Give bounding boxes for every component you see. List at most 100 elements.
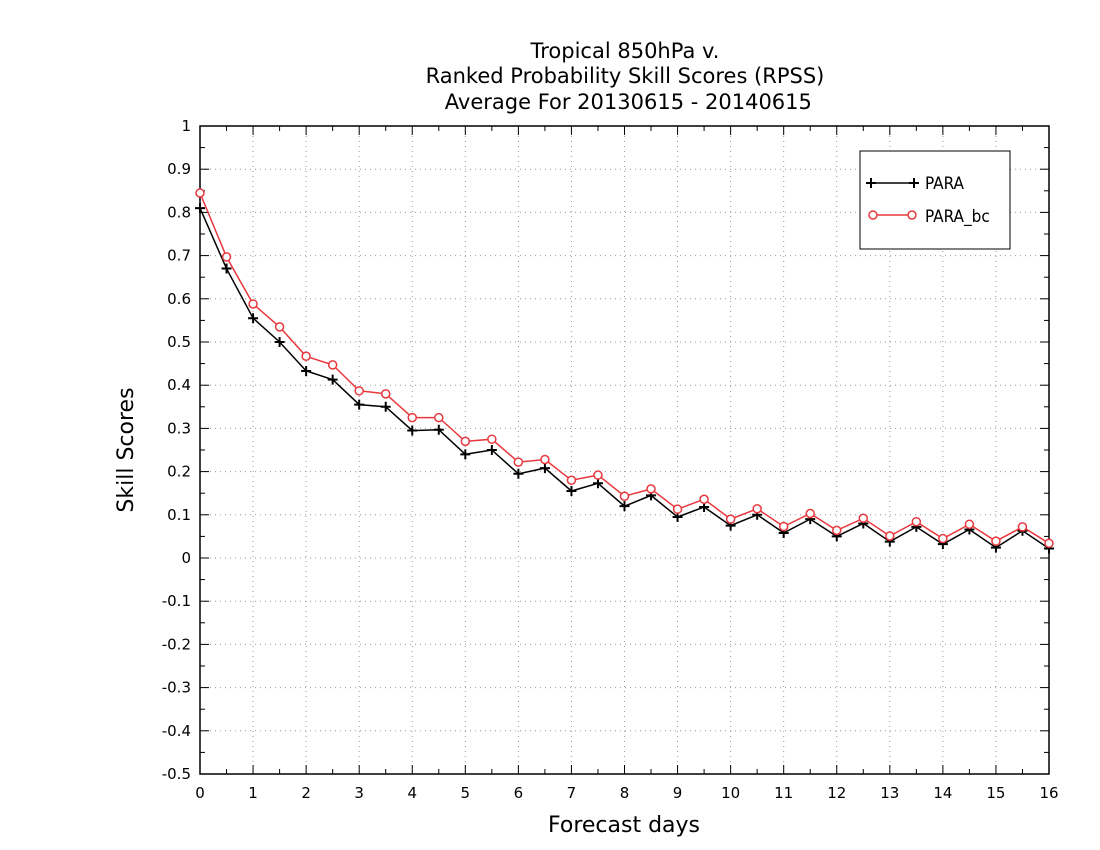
point-para-bc-13 [540, 454, 550, 465]
point-para-bc-19 [699, 494, 709, 504]
y-tick-label-0: -0.5 [162, 765, 191, 783]
point-para-15 [592, 478, 603, 489]
y-axis-label: Skill Scores [114, 387, 139, 512]
x-tick-label-14: 14 [933, 784, 952, 802]
y-tick-label-5: 0 [181, 549, 191, 567]
point-para-8 [407, 425, 418, 436]
point-para-bc-28 [938, 533, 948, 544]
legend-marker-para-bc-right [907, 210, 917, 220]
y-tick-label-6: 0.1 [167, 506, 191, 524]
x-tick-label-8: 8 [620, 784, 630, 802]
y-tick-label-7: 0.2 [167, 463, 191, 481]
point-para-bc-32 [1044, 538, 1054, 549]
chart-title: Tropical 850hPa v. Ranked Probability Sk… [426, 39, 825, 114]
point-para-bc-12 [513, 457, 524, 467]
point-para-11 [486, 445, 497, 455]
point-para-bc-23 [805, 508, 815, 519]
x-tick-label-1: 1 [248, 784, 258, 802]
y-tick-label-8: 0.3 [167, 419, 191, 437]
point-para-1 [221, 263, 232, 274]
point-para-bc-0 [195, 188, 205, 198]
x-tick-label-3: 3 [354, 784, 364, 802]
point-para-bc-3 [274, 322, 285, 332]
point-para-13 [539, 463, 550, 474]
x-tick-label-13: 13 [880, 784, 899, 802]
point-para-16 [619, 501, 630, 512]
title-line-2: Ranked Probability Skill Scores (RPSS) [426, 64, 825, 88]
x-tick-label-7: 7 [567, 784, 577, 802]
axis-ticks: 0 1 2 3 4 5 6 7 8 9 10 11 12 13 14 15 16-0.5-0.4-0.3-0.2… [162, 117, 1059, 802]
y-tick-label-4: -0.1 [162, 592, 191, 610]
title-line-3: Average For 20130615 - 20140615 [438, 90, 812, 114]
y-tick-label-2: -0.3 [162, 679, 191, 697]
point-para-bc-30 [991, 536, 1001, 546]
point-para-4 [301, 365, 312, 376]
legend-marker-para-bc-left [868, 210, 878, 220]
point-para-3 [274, 337, 285, 347]
grid-lines [200, 126, 1049, 774]
point-para-bc-1 [221, 252, 232, 262]
point-para-bc-17 [646, 484, 656, 494]
y-tick-label-9: 0.4 [167, 376, 191, 394]
legend-label-para-bc: PARA_bc [925, 207, 990, 227]
point-para-bc-4 [301, 351, 311, 362]
x-tick-label-4: 4 [407, 784, 417, 802]
x-tick-label-10: 10 [721, 784, 740, 802]
point-para-bc-22 [778, 521, 789, 532]
x-tick-label-9: 9 [673, 784, 683, 802]
point-para-bc-21 [752, 504, 762, 514]
x-tick-label-15: 15 [986, 784, 1005, 802]
x-tick-label-0: 0 [195, 784, 205, 802]
point-para-bc-14 [566, 475, 577, 485]
title-line-1: Tropical 850hPa v. [530, 39, 720, 63]
y-tick-label-11: 0.6 [167, 290, 191, 308]
legend-marker-para [866, 178, 919, 188]
x-tick-label-5: 5 [461, 784, 471, 802]
point-para-bc-11 [487, 434, 497, 444]
point-para-bc-31 [1017, 522, 1028, 532]
legend: PARA PARA_bc [859, 150, 1011, 250]
point-para-6 [354, 399, 365, 410]
point-para-bc-5 [327, 360, 338, 370]
point-para-bc-10 [460, 436, 471, 447]
point-para-bc-24 [832, 525, 842, 536]
point-para-bc-6 [354, 386, 364, 396]
point-para-bc-18 [672, 504, 683, 514]
point-para-bc-27 [911, 516, 922, 527]
legend-label-para: PARA [925, 174, 965, 194]
point-para-bc-26 [885, 531, 895, 541]
point-para-bc-25 [858, 513, 869, 524]
y-tick-label-15: 1 [181, 117, 191, 135]
y-tick-label-13: 0.8 [167, 203, 191, 221]
point-para-bc-15 [593, 470, 603, 480]
x-tick-label-2: 2 [301, 784, 311, 802]
y-tick-label-10: 0.5 [167, 333, 191, 351]
point-para-bc-8 [407, 412, 417, 423]
point-para-2 [248, 313, 259, 324]
x-tick-label-11: 11 [774, 784, 793, 802]
point-para-bc-29 [964, 519, 975, 530]
point-para-9 [433, 424, 444, 435]
point-para-7 [380, 401, 391, 412]
y-tick-label-3: -0.2 [162, 635, 191, 653]
point-para-12 [513, 468, 524, 479]
point-para-5 [327, 374, 338, 385]
point-para-0 [195, 203, 205, 214]
point-para-bc-2 [248, 299, 258, 309]
data-series [195, 188, 1054, 554]
point-para-bc-7 [380, 389, 391, 399]
x-axis-label: Forecast days [548, 813, 700, 838]
point-para-bc-20 [725, 514, 736, 524]
x-tick-label-6: 6 [514, 784, 524, 802]
y-tick-label-14: 0.9 [167, 160, 191, 178]
point-para-bc-9 [434, 412, 444, 423]
point-para-bc-16 [619, 491, 630, 501]
y-tick-label-12: 0.7 [167, 247, 191, 265]
legend-box [859, 150, 1011, 250]
point-para-14 [566, 486, 577, 497]
y-tick-label-1: -0.4 [162, 722, 191, 740]
point-para-10 [460, 449, 471, 460]
x-tick-label-12: 12 [827, 784, 846, 802]
x-tick-label-16: 16 [1039, 784, 1058, 802]
